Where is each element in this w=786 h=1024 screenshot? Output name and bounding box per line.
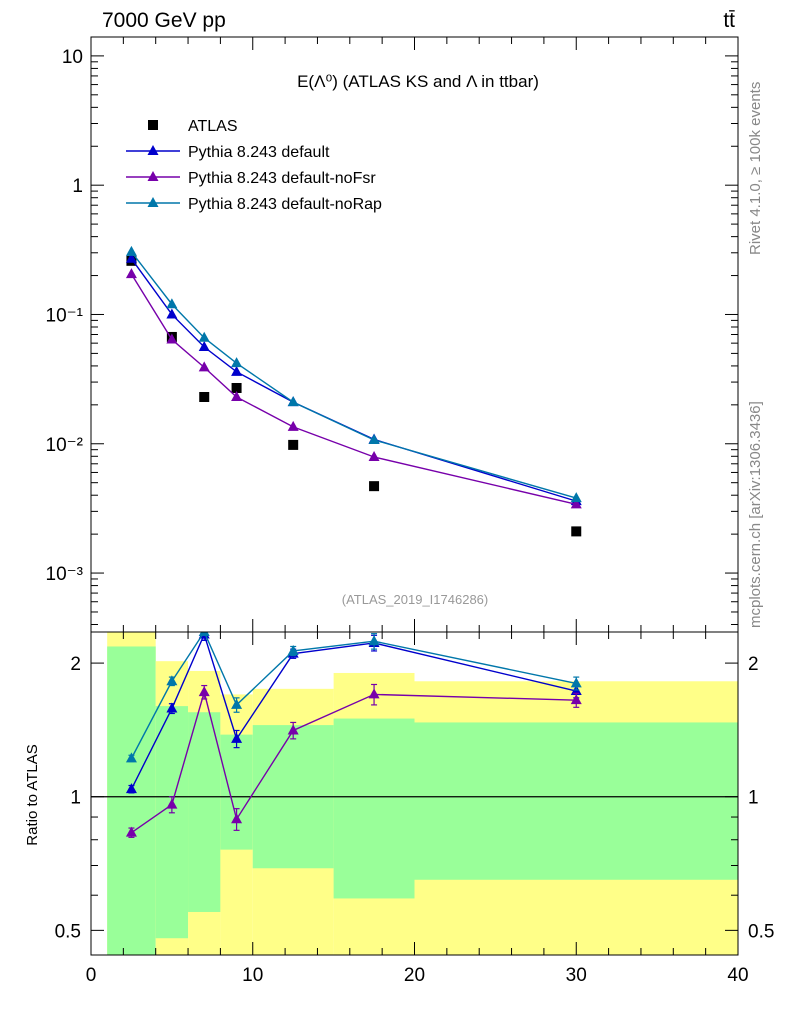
ratio-point xyxy=(231,813,243,824)
legend-item: Pythia 8.243 default-noFsr xyxy=(126,170,376,187)
legend: ATLAS Pythia 8.243 default Pythia 8.243 de… xyxy=(126,118,382,213)
x-tick-label: 10 xyxy=(242,965,263,986)
energy-label: 7000 GeV pp xyxy=(102,9,226,32)
mcplots-label: mcplots.cern.ch [arXiv:1306.3436] xyxy=(747,401,764,628)
ratio-point xyxy=(166,702,178,713)
data-point xyxy=(231,382,242,393)
data-point xyxy=(369,481,380,492)
data-point xyxy=(231,365,243,376)
ratio-point xyxy=(198,686,210,697)
ratio-point xyxy=(125,752,137,763)
ratio-point xyxy=(198,632,210,636)
green-band xyxy=(333,718,415,899)
series-line xyxy=(130,273,577,506)
data-point xyxy=(368,433,380,444)
y-tick-label: 10⁻³ xyxy=(46,564,84,585)
ratio-point xyxy=(368,635,380,646)
ratio-point xyxy=(125,826,137,837)
data-point xyxy=(231,357,243,368)
ratio-panel: 0.5 0.51 12 20 10 20 30 40 Ratio to ATLAS xyxy=(24,631,774,986)
series-0 xyxy=(126,255,582,537)
x-tick-label: 20 xyxy=(404,965,425,986)
process-label: tt̄ xyxy=(723,9,735,32)
ratio-point xyxy=(570,694,582,705)
legend-marker xyxy=(147,145,159,155)
green-band xyxy=(220,734,253,850)
main-plot-area xyxy=(125,245,582,537)
legend-item: Pythia 8.243 default-noRap xyxy=(126,196,382,213)
y-tick-label: 10⁻¹ xyxy=(46,305,84,326)
ratio-point xyxy=(368,688,380,699)
data-point xyxy=(166,298,178,309)
ratio-series-2 xyxy=(125,632,582,763)
ratio-point xyxy=(231,732,243,743)
data-point xyxy=(125,252,137,263)
ratio-y-tick-label-right: 2 xyxy=(748,654,759,675)
data-point xyxy=(288,439,299,450)
series-1 xyxy=(125,252,582,506)
ratio-point xyxy=(287,644,299,655)
data-point xyxy=(166,333,178,344)
legend-marker xyxy=(148,120,158,130)
series-line xyxy=(130,258,577,502)
data-point xyxy=(570,492,582,503)
data-point xyxy=(198,331,210,342)
ratio-point xyxy=(570,677,582,688)
ratio-axes: 0.5 0.51 12 20 10 20 30 40 xyxy=(55,631,774,986)
data-point xyxy=(287,396,299,407)
legend-label: Pythia 8.243 default-noRap xyxy=(188,196,382,213)
rivet-label: Rivet 4.1.0, ≥ 100k events xyxy=(747,82,764,255)
legend-marker xyxy=(147,171,159,181)
legend-marker xyxy=(147,197,159,207)
legend-label: ATLAS xyxy=(188,118,238,135)
legend-label: Pythia 8.243 default xyxy=(188,144,330,161)
legend-label: Pythia 8.243 default-noFsr xyxy=(188,170,376,187)
watermark: (ATLAS_2019_I1746286) xyxy=(342,592,488,607)
y-tick-label: 10⁻² xyxy=(46,435,84,456)
legend-item: Pythia 8.243 default xyxy=(126,144,330,161)
data-point xyxy=(125,245,137,256)
ratio-y-tick-label-right: 1 xyxy=(748,788,759,809)
y-tick-label: 10 xyxy=(62,47,83,68)
data-point xyxy=(570,498,582,509)
ratio-point xyxy=(287,724,299,735)
series-2 xyxy=(125,268,582,509)
ratio-y-tick-label-right: 0.5 xyxy=(748,921,774,942)
data-point xyxy=(199,391,210,402)
series-3 xyxy=(125,245,582,503)
uncertainty-bands xyxy=(107,632,738,955)
data-point xyxy=(166,308,178,319)
legend-item: ATLAS xyxy=(148,118,238,135)
data-point xyxy=(198,341,210,352)
ratio-y-tick-label: 0.5 xyxy=(55,921,81,942)
ratio-series-1 xyxy=(125,683,582,838)
green-band xyxy=(107,646,156,955)
data-point xyxy=(125,268,137,279)
x-tick-label: 30 xyxy=(566,965,587,986)
ratio-plot-area xyxy=(91,632,738,838)
ratio-y-tick-label: 1 xyxy=(70,788,81,809)
x-tick-label: 0 xyxy=(86,965,97,986)
main-panel: E(Λ⁰) (ATLAS KS and Λ in ttbar) (ATLAS_2… xyxy=(46,36,739,633)
green-band xyxy=(155,706,189,939)
chart-title: E(Λ⁰) (ATLAS KS and Λ in ttbar) xyxy=(297,72,539,91)
green-band xyxy=(188,712,221,912)
ratio-y-tick-label: 2 xyxy=(70,654,81,675)
ratio-point xyxy=(166,675,178,686)
data-point xyxy=(368,450,380,461)
data-point xyxy=(198,361,210,372)
x-tick-label: 40 xyxy=(727,965,748,986)
ratio-ylabel: Ratio to ATLAS xyxy=(24,744,41,845)
green-band xyxy=(414,722,738,880)
series-line xyxy=(130,251,577,499)
ratio-point xyxy=(125,783,137,794)
ratio-point xyxy=(166,798,178,809)
y-tick-label: 1 xyxy=(72,176,83,197)
data-point xyxy=(231,390,243,401)
ratio-series-group xyxy=(125,632,582,838)
data-point xyxy=(571,526,582,537)
ratio-point xyxy=(231,698,243,709)
data-point xyxy=(287,420,299,431)
